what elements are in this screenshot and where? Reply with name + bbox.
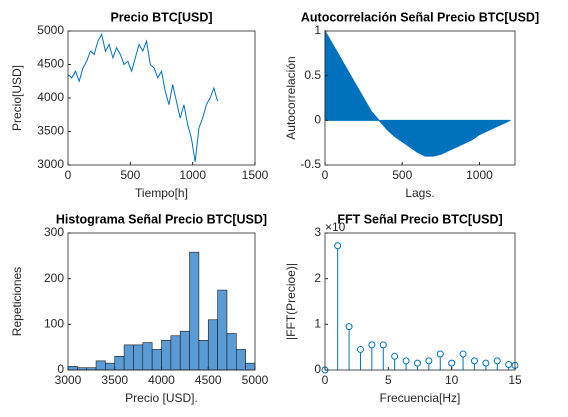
y-tick-label: 3000 [37, 157, 64, 171]
plot-area [324, 29, 511, 157]
stem-marker [345, 323, 353, 331]
x-axis-label: Precio [USD]. [125, 391, 198, 405]
stem-marker [493, 357, 501, 365]
x-tick-label: 5 [385, 373, 392, 387]
axes-box [325, 233, 515, 370]
x-tick-label: 5000 [242, 373, 269, 387]
axes-box [68, 31, 255, 165]
y-tick-label: -0.5 [300, 157, 321, 171]
histogram-bar [95, 360, 106, 371]
y-tick-label: 4500 [37, 57, 64, 71]
y-tick-label: 4000 [37, 90, 64, 104]
y-axis-label: |FFT(Precioe)| [284, 263, 298, 340]
x-axis-label: Tiempo[h] [135, 186, 188, 200]
stem-marker [368, 341, 376, 349]
histogram-bar [114, 355, 125, 371]
y-tick-label: 1 [314, 317, 321, 331]
x-tick-label: 1000 [179, 168, 206, 182]
y-axis-label: Precio[USD] [10, 65, 24, 131]
exponent-label: ×10 [325, 220, 346, 234]
x-tick-label: 15 [508, 373, 522, 387]
stem-marker [470, 357, 478, 365]
histogram-bar [198, 340, 209, 371]
y-tick-label: 5000 [37, 23, 64, 37]
histogram-bar [105, 362, 116, 371]
histogram-bar [245, 362, 256, 371]
y-tick-label: 2 [314, 271, 321, 285]
chart-title: Autocorrelación Señal Precio BTC[USD] [301, 10, 539, 24]
y-tick-label: 0 [314, 113, 321, 127]
y-tick-label: 100 [44, 317, 64, 331]
chart-title: Histograma Señal Precio BTC[USD] [56, 212, 267, 226]
x-tick-label: 4500 [195, 373, 222, 387]
x-tick-label: 3500 [101, 373, 128, 387]
histogram-bar [236, 349, 246, 371]
histogram-bar [142, 342, 153, 371]
x-tick-label: 0 [322, 373, 329, 387]
y-tick-label: 0.5 [304, 68, 321, 82]
stem-marker [448, 359, 456, 367]
histogram-bar [161, 340, 172, 371]
stem-marker [482, 359, 490, 367]
stem-marker [391, 352, 399, 360]
histogram-bar [189, 251, 200, 371]
stem-marker [436, 350, 444, 358]
y-tick-label: 3500 [37, 124, 64, 138]
plot-area [67, 32, 219, 162]
x-axis-label: Frecuencia[Hz] [380, 391, 461, 405]
y-axis-label: Autocorrelación [284, 56, 298, 139]
histogram-bar [67, 366, 78, 371]
x-tick-label: 3000 [55, 373, 82, 387]
x-tick-label: 1500 [242, 168, 269, 182]
x-tick-label: 500 [120, 168, 140, 182]
histogram-bar [207, 319, 218, 371]
histogram-bar [133, 344, 144, 371]
stem-marker [402, 357, 410, 365]
plot-area [67, 251, 256, 371]
histogram-bar [151, 349, 162, 371]
y-tick-label: 0 [314, 362, 321, 376]
y-tick-label: 3 [314, 225, 321, 239]
autocorrelation-area [324, 29, 511, 157]
chart-title: Precio BTC[USD] [110, 10, 212, 24]
x-tick-label: 0 [322, 168, 329, 182]
stem-marker [505, 361, 513, 369]
stem-marker [334, 242, 342, 250]
stem-marker [413, 359, 421, 367]
axes-frame [324, 30, 516, 166]
y-tick-label: 0 [57, 362, 64, 376]
histogram-bar [123, 344, 134, 371]
stem-marker [459, 350, 467, 358]
x-axis-label: Lags. [405, 186, 434, 200]
x-tick-label: 0 [65, 168, 72, 182]
y-axis-label: Repeticiones [10, 267, 24, 336]
histogram-bar [170, 335, 181, 371]
y-tick-label: 200 [44, 271, 64, 285]
stem-marker [356, 345, 364, 353]
price-line [67, 32, 219, 162]
histogram-bar [217, 289, 228, 371]
histogram-bar [179, 330, 190, 371]
chart-title: FFT Señal Precio BTC[USD] [337, 212, 502, 226]
stem-marker [425, 357, 433, 365]
histogram-bar [226, 333, 237, 371]
stem-marker [379, 341, 387, 349]
y-tick-label: 1 [314, 23, 321, 37]
y-tick-label: 300 [44, 225, 64, 239]
x-tick-label: 500 [392, 168, 412, 182]
axes-frame [324, 232, 516, 371]
x-tick-label: 1000 [466, 168, 493, 182]
x-tick-label: 10 [445, 373, 459, 387]
x-tick-label: 4000 [148, 373, 175, 387]
